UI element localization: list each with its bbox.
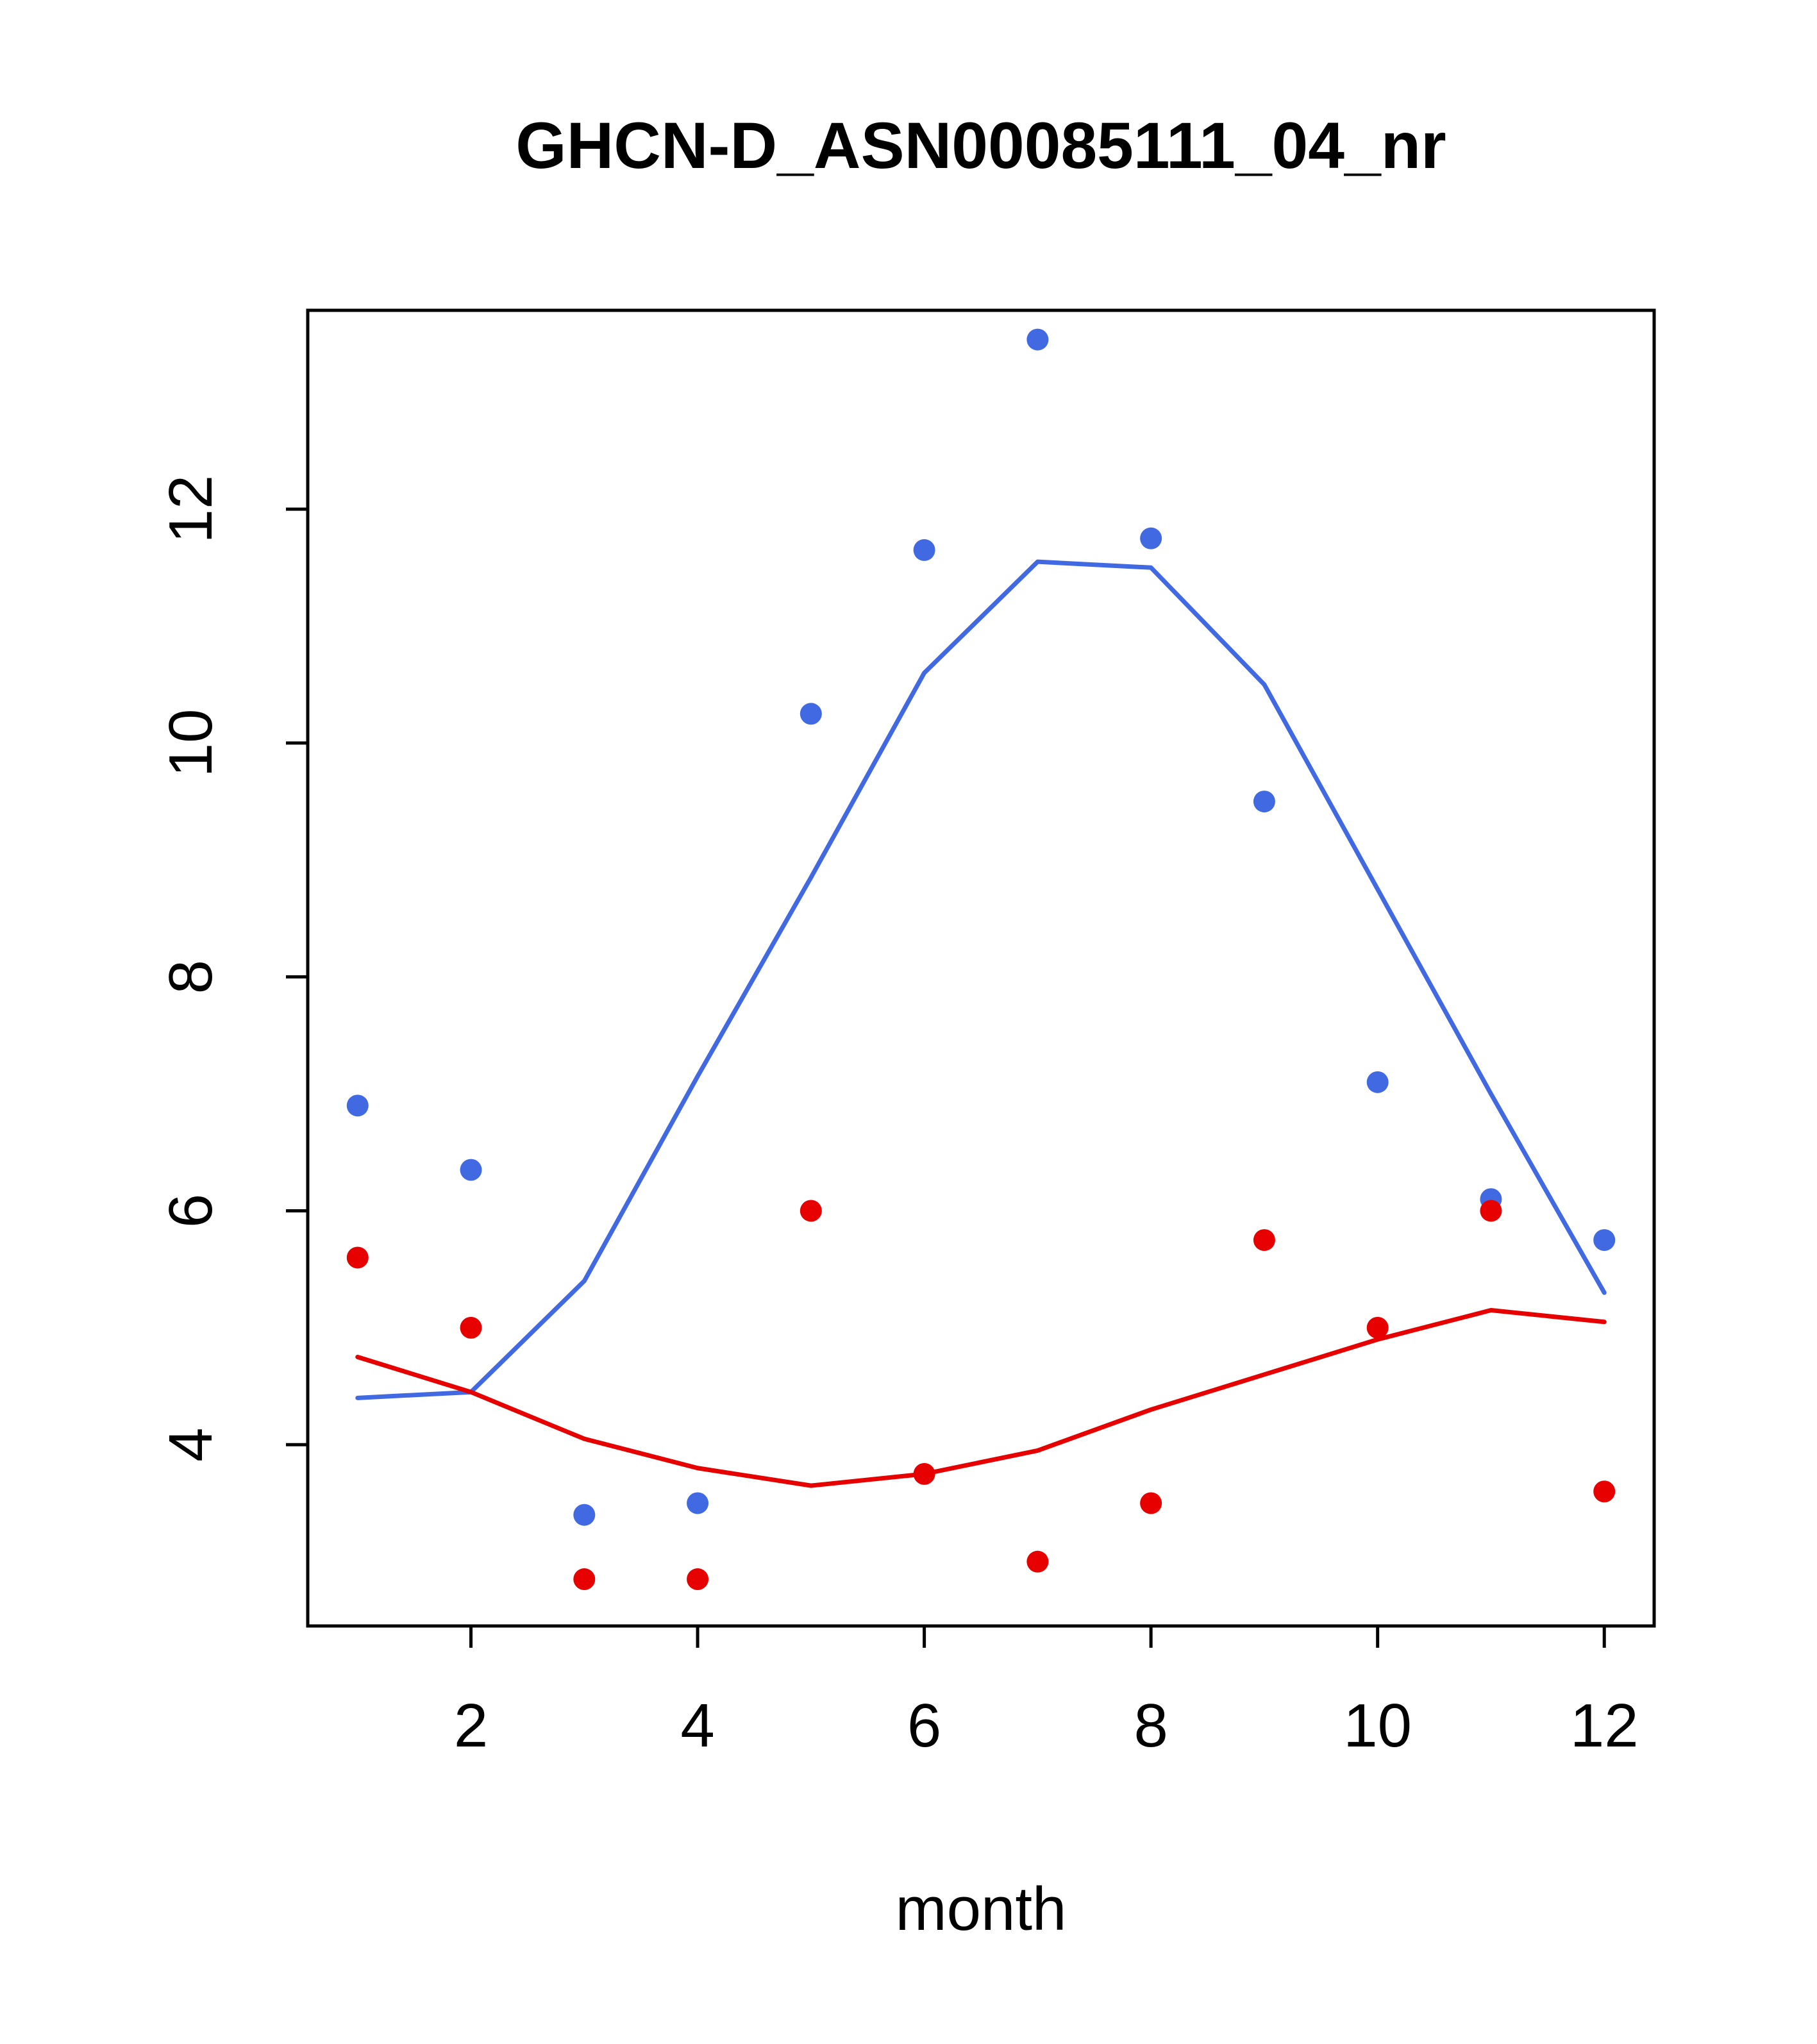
red-points-marker [1480,1200,1502,1222]
red-points-marker [1593,1480,1616,1503]
blue-points-marker [1593,1229,1616,1252]
red-points-marker [1140,1492,1162,1514]
red-points-marker [1253,1229,1275,1252]
chart-title: GHCN-D_ASN00085111_04_nr [515,109,1446,182]
y-tick-label: 12 [156,475,225,544]
plot-border [306,308,1656,1628]
red-points-marker [460,1316,482,1339]
red-points-marker [687,1568,709,1591]
blue-points-marker [1366,1071,1389,1093]
blue-points-marker [913,539,935,561]
red-points-marker [913,1462,935,1485]
x-tick-label: 2 [454,1691,488,1760]
y-tick-label: 6 [156,1194,225,1228]
blue-points-marker [1253,791,1275,813]
blue-points-marker [346,1094,369,1117]
y-tick-label: 10 [156,708,225,777]
y-tick-label: 4 [156,1428,225,1462]
blue-points-marker [800,703,822,725]
x-tick-label: 6 [907,1691,941,1760]
x-tick-label: 12 [1570,1691,1639,1760]
red-points-marker [1026,1550,1049,1573]
plot-area: 2 4 6 8 10 12 4 6 8 10 12 [156,308,1656,1760]
red-points-marker [800,1200,822,1222]
blue-points-marker [1140,527,1162,549]
blue-points-marker [460,1159,482,1181]
x-tick-label: 10 [1343,1691,1412,1760]
red-points-marker [1366,1316,1389,1339]
red-smooth-line [355,1308,1607,1488]
blue-points-marker [573,1504,596,1526]
blue-smooth-line [355,559,1607,1400]
x-tick-label: 4 [680,1691,714,1760]
blue-points-marker [687,1492,709,1514]
red-points-marker [346,1246,369,1269]
x-axis-label: month [896,1875,1067,1943]
y-tick-label: 8 [156,960,225,994]
x-tick-label: 8 [1134,1691,1168,1760]
red-points-marker [573,1568,596,1591]
blue-points-marker [1026,328,1049,351]
